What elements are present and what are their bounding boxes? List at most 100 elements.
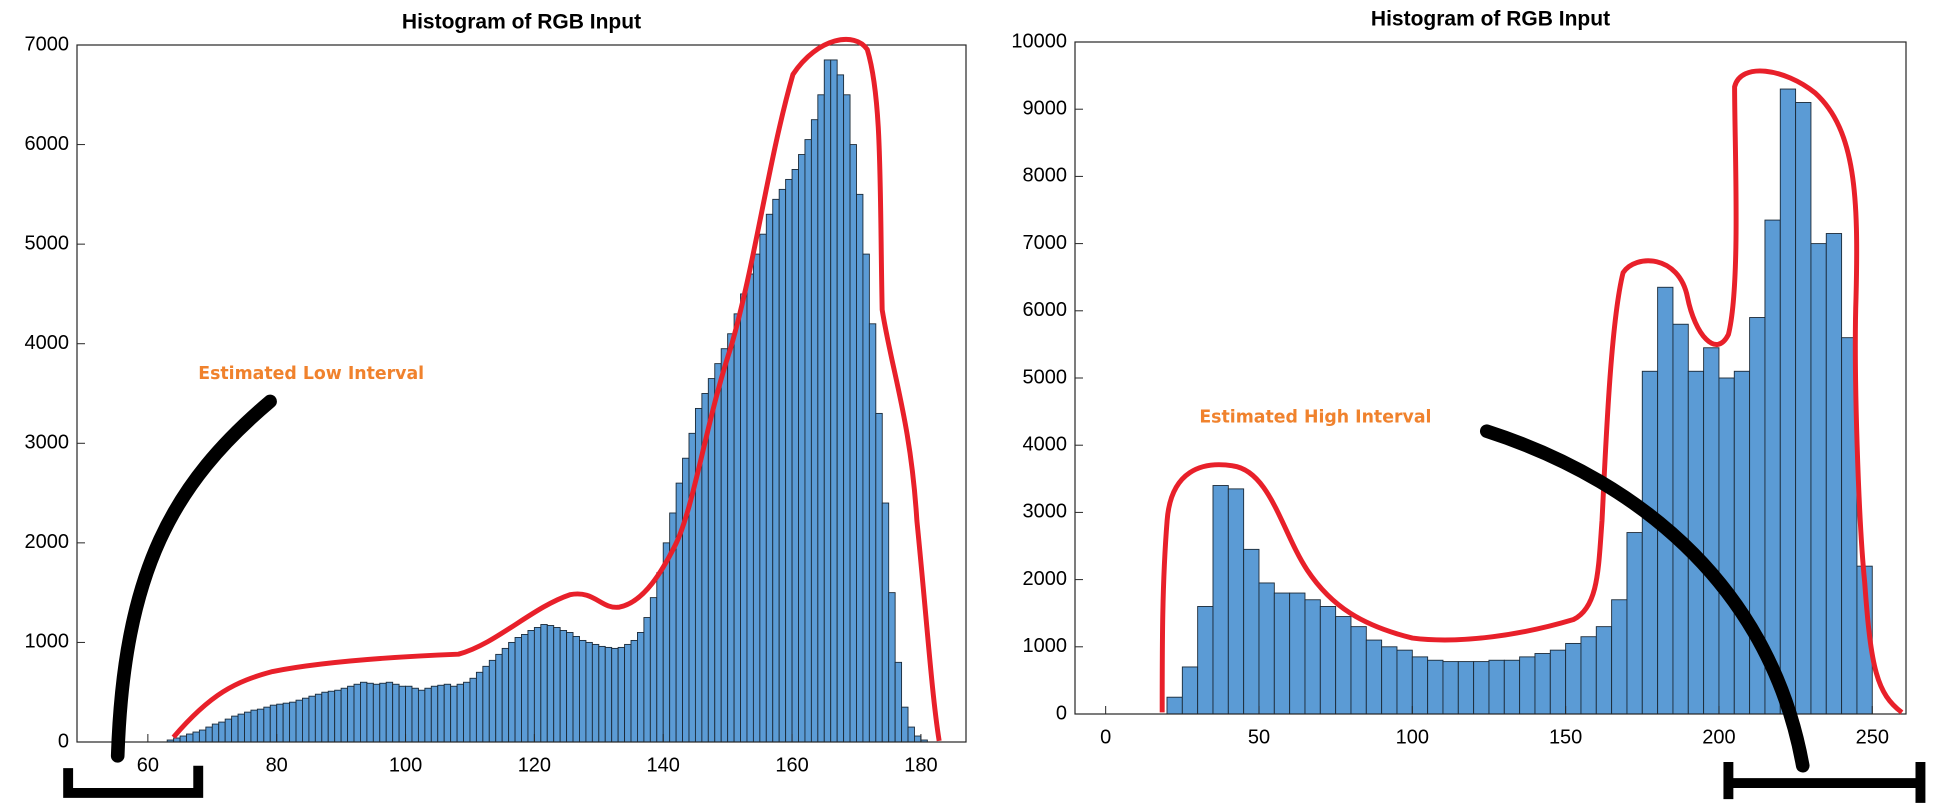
red-outline <box>171 36 942 742</box>
bar <box>746 273 754 743</box>
bar <box>1473 661 1490 715</box>
bar <box>398 685 406 743</box>
bar <box>656 572 664 743</box>
bar <box>810 119 819 743</box>
bar <box>604 646 613 743</box>
bar <box>1212 485 1229 715</box>
bar <box>244 711 252 743</box>
bar <box>450 685 458 743</box>
bar <box>256 708 265 743</box>
bar <box>566 632 574 743</box>
y-tick-label: 0 <box>58 730 69 752</box>
y-tick-label: 10000 <box>1011 30 1067 52</box>
bar <box>591 643 600 743</box>
bar <box>231 715 239 743</box>
bar <box>752 253 761 743</box>
x-tick-label: 160 <box>775 754 808 776</box>
bar <box>894 661 903 743</box>
bar <box>791 169 799 743</box>
bar <box>314 693 323 743</box>
bar <box>1289 592 1306 715</box>
bar <box>1580 636 1597 715</box>
bar <box>727 333 735 743</box>
bar <box>224 718 233 743</box>
y-tick-label: 5000 <box>1023 366 1068 388</box>
bar <box>572 636 580 743</box>
y-tick-label: 2000 <box>1023 568 1068 590</box>
bar <box>501 647 510 743</box>
bar <box>392 683 400 743</box>
bar <box>901 706 909 743</box>
bar <box>823 59 832 743</box>
bar <box>1825 233 1843 715</box>
bar <box>437 684 445 743</box>
bar <box>250 709 258 743</box>
bar <box>1197 606 1214 715</box>
bar <box>1703 347 1720 715</box>
bar <box>830 59 838 743</box>
bar <box>186 733 194 743</box>
y-tick-label: 3000 <box>25 432 70 454</box>
bar <box>282 702 291 743</box>
bar <box>643 617 651 743</box>
bar <box>1304 599 1321 715</box>
bar <box>411 687 419 743</box>
bar <box>1549 649 1567 715</box>
bar <box>630 639 638 743</box>
bar <box>514 637 522 743</box>
bar <box>778 188 787 743</box>
bar <box>379 682 387 743</box>
bar <box>488 659 497 743</box>
bar <box>849 144 857 743</box>
bar <box>624 643 632 743</box>
bar <box>289 701 297 743</box>
bar <box>649 597 658 743</box>
bar <box>1672 323 1689 715</box>
bar <box>527 630 535 743</box>
y-tick-label: 3000 <box>1023 501 1068 523</box>
bar <box>469 677 477 743</box>
bar <box>1503 659 1521 715</box>
bar <box>868 323 877 743</box>
bar <box>443 683 452 743</box>
x-tick-label: 60 <box>137 754 159 776</box>
bar <box>907 726 915 743</box>
bar <box>327 690 336 743</box>
bar <box>424 687 432 743</box>
y-tick-label: 9000 <box>1023 97 1068 119</box>
bracket <box>1723 761 1926 803</box>
bracket <box>63 765 204 798</box>
bar <box>385 681 394 743</box>
y-tick-label: 0 <box>1056 702 1067 724</box>
bar <box>1626 532 1643 715</box>
x-tick-label: 0 <box>1100 726 1111 748</box>
bar <box>1350 626 1367 715</box>
y-tick-label: 4000 <box>1023 433 1068 455</box>
bar <box>456 683 464 743</box>
bar <box>179 735 187 743</box>
chart-title: Histogram of RGB Input <box>402 11 641 34</box>
y-tick-label: 5000 <box>25 232 70 254</box>
bar <box>585 641 593 743</box>
bar <box>1427 659 1444 715</box>
bar <box>759 233 767 743</box>
x-tick-label: 80 <box>266 754 288 776</box>
bar <box>1718 377 1735 715</box>
bar <box>1733 370 1751 715</box>
bar <box>495 653 503 743</box>
bar <box>1181 666 1199 715</box>
bar <box>888 592 896 743</box>
bar <box>1810 243 1827 715</box>
bar <box>1319 606 1337 715</box>
bar <box>1611 599 1628 715</box>
bar <box>211 723 220 743</box>
y-tick-label: 7000 <box>1023 232 1068 254</box>
bar <box>302 697 310 743</box>
bar <box>430 685 439 743</box>
black-stroke <box>1479 424 1810 773</box>
bar <box>546 625 555 743</box>
bar <box>269 704 278 743</box>
y-tick-label: 1000 <box>1023 635 1068 657</box>
bar <box>237 713 245 743</box>
